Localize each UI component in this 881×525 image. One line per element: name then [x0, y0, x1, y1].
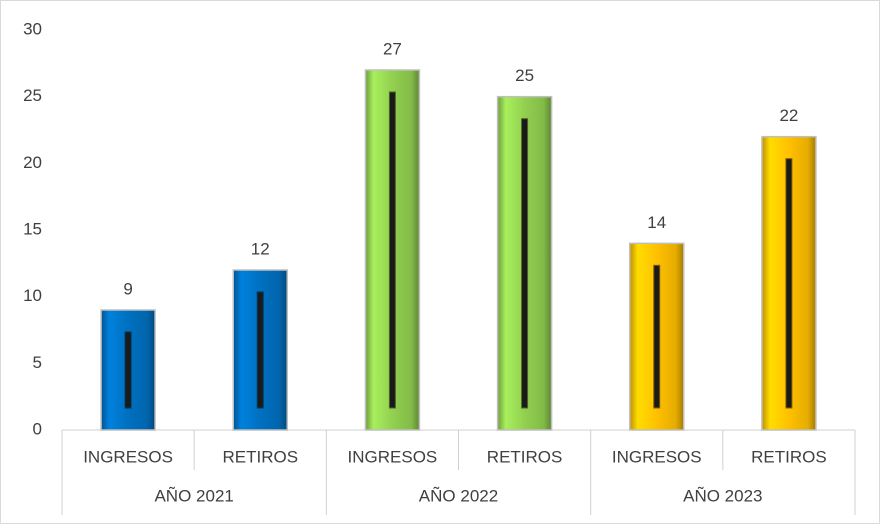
bar-inner-stripe	[124, 331, 132, 409]
y-tick-label: 10	[23, 286, 42, 305]
y-tick-label: 30	[23, 19, 42, 38]
bar-inner-stripe	[521, 118, 529, 409]
y-tick-label: 0	[33, 419, 42, 438]
value-label: 14	[647, 213, 666, 232]
value-label: 27	[383, 39, 402, 58]
value-label: 25	[515, 66, 534, 85]
bar-inner-stripe	[653, 264, 661, 409]
y-tick-label: 25	[23, 86, 42, 105]
y-tick-label: 20	[23, 153, 42, 172]
x-tick-label: RETIROS	[222, 447, 298, 466]
bar-inner-stripe	[388, 91, 396, 409]
x-tick-label: INGRESOS	[348, 447, 438, 466]
x-tick-label: INGRESOS	[612, 447, 702, 466]
x-tick-label: INGRESOS	[83, 447, 173, 466]
value-label: 22	[779, 106, 798, 125]
y-tick-label: 15	[23, 219, 42, 238]
group-label: AÑO 2021	[154, 486, 233, 505]
x-tick-label: RETIROS	[751, 447, 827, 466]
group-label: AÑO 2022	[419, 486, 498, 505]
bar-inner-stripe	[256, 291, 264, 409]
value-label: 12	[251, 239, 270, 258]
x-tick-label: RETIROS	[487, 447, 563, 466]
y-tick-label: 5	[33, 353, 42, 372]
value-label: 9	[123, 279, 132, 298]
bar-inner-stripe	[785, 158, 793, 409]
group-label: AÑO 2023	[683, 486, 762, 505]
